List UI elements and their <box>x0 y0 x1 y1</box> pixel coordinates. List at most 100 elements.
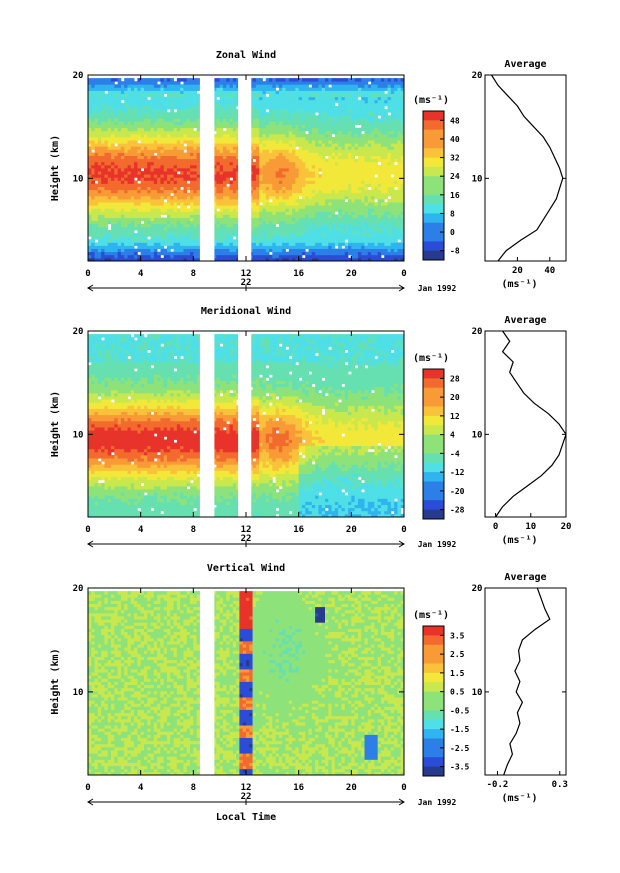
heatmap-cell <box>308 146 313 150</box>
heatmap-cell <box>213 96 217 101</box>
heatmap-cell <box>361 78 365 82</box>
heatmap-cell <box>334 257 339 261</box>
heatmap-cell <box>88 208 92 212</box>
heatmap-cell <box>216 211 221 215</box>
heatmap-cell <box>308 78 313 82</box>
heatmap-cell <box>88 245 92 249</box>
heatmap-cell <box>91 112 95 116</box>
heatmap-cell <box>196 177 201 181</box>
heatmap-cell <box>351 214 356 218</box>
heatmap-cell <box>354 81 359 85</box>
heatmap-cell <box>321 226 326 231</box>
heatmap-cell <box>357 199 362 203</box>
heatmap-cell <box>134 205 138 209</box>
heatmap-cell <box>308 109 313 113</box>
heatmap-cell <box>147 220 151 225</box>
heatmap-cell <box>127 112 132 116</box>
heatmap-cell <box>255 81 260 85</box>
heatmap-cell <box>163 161 168 166</box>
heatmap-cell <box>190 130 194 135</box>
heatmap-cell <box>140 248 145 253</box>
heatmap-cell <box>338 149 342 153</box>
heatmap-cell <box>321 223 326 228</box>
heatmap-cell <box>325 242 329 246</box>
heatmap-cell <box>222 90 227 94</box>
heatmap-cell <box>334 223 339 228</box>
heatmap-cell <box>259 226 263 231</box>
heatmap-cell <box>328 211 332 215</box>
heatmap-cell <box>357 233 362 237</box>
heatmap-cell <box>140 137 145 141</box>
heatmap-cell <box>272 217 277 222</box>
heatmap-cell <box>285 127 290 132</box>
heatmap-cell <box>170 214 174 218</box>
heatmap-cell <box>117 192 122 197</box>
heatmap-cell <box>167 137 171 141</box>
heatmap-cell <box>216 189 221 194</box>
heatmap-cell <box>265 130 270 135</box>
heatmap-cell <box>160 106 165 110</box>
heatmap-cell <box>124 152 128 156</box>
heatmap-cell <box>226 124 230 129</box>
heatmap-cell <box>173 146 178 150</box>
heatmap-cell <box>275 127 280 132</box>
heatmap-cell <box>127 130 132 135</box>
heatmap-cell <box>321 164 326 169</box>
heatmap-cell <box>315 202 319 206</box>
heatmap-cell <box>298 109 303 113</box>
heatmap-cell <box>222 124 227 129</box>
heatmap-cell <box>338 87 342 91</box>
heatmap-cell <box>331 109 336 113</box>
heatmap-cell <box>282 245 286 249</box>
heatmap-cell <box>140 186 145 191</box>
heatmap-cell <box>318 199 323 203</box>
heatmap-cell <box>295 124 300 129</box>
heatmap-cell <box>88 202 92 206</box>
heatmap-cell <box>153 137 158 141</box>
heatmap-cell <box>88 168 92 172</box>
heatmap-cell <box>301 102 306 107</box>
heatmap-cell <box>328 205 332 209</box>
heatmap-cell <box>124 81 128 85</box>
heatmap-cell <box>137 124 142 129</box>
heatmap-cell <box>371 226 375 231</box>
heatmap-cell <box>193 81 198 85</box>
heatmap-cell <box>196 230 201 234</box>
heatmap-cell <box>173 149 178 153</box>
heatmap-cell <box>173 106 178 110</box>
heatmap-cell <box>334 143 339 147</box>
heatmap-cell <box>338 183 342 187</box>
heatmap-cell <box>176 140 181 144</box>
heatmap-cell <box>101 161 105 166</box>
heatmap-cell <box>157 208 161 212</box>
heatmap-cell <box>180 121 184 125</box>
heatmap-cell <box>97 155 102 160</box>
heatmap-cell <box>183 195 188 200</box>
heatmap-cell <box>163 90 168 94</box>
heatmap-cell <box>252 168 257 172</box>
heatmap-cell <box>134 152 138 156</box>
heatmap-cell <box>361 217 365 222</box>
heatmap-cell <box>288 186 293 191</box>
heatmap-cell <box>193 202 198 206</box>
heatmap-cell <box>265 127 270 132</box>
heatmap-cell <box>130 168 135 172</box>
heatmap-cell <box>305 133 309 138</box>
heatmap-cell <box>269 164 273 169</box>
heatmap-cell <box>107 109 112 113</box>
heatmap-cell <box>190 158 194 163</box>
heatmap-cell <box>140 115 145 119</box>
heatmap-cell <box>127 208 132 212</box>
heatmap-cell <box>282 242 286 246</box>
heatmap-cell <box>262 217 267 222</box>
heatmap-cell <box>97 217 102 222</box>
heatmap-cell <box>344 87 349 91</box>
heatmap-cell <box>176 133 181 138</box>
heatmap-cell <box>190 84 194 88</box>
heatmap-cell <box>321 84 326 88</box>
heatmap-cell <box>91 211 95 215</box>
heatmap-cell <box>101 99 105 104</box>
heatmap-cell <box>334 180 339 184</box>
heatmap-cell <box>295 180 300 184</box>
heatmap-cell <box>111 208 115 212</box>
